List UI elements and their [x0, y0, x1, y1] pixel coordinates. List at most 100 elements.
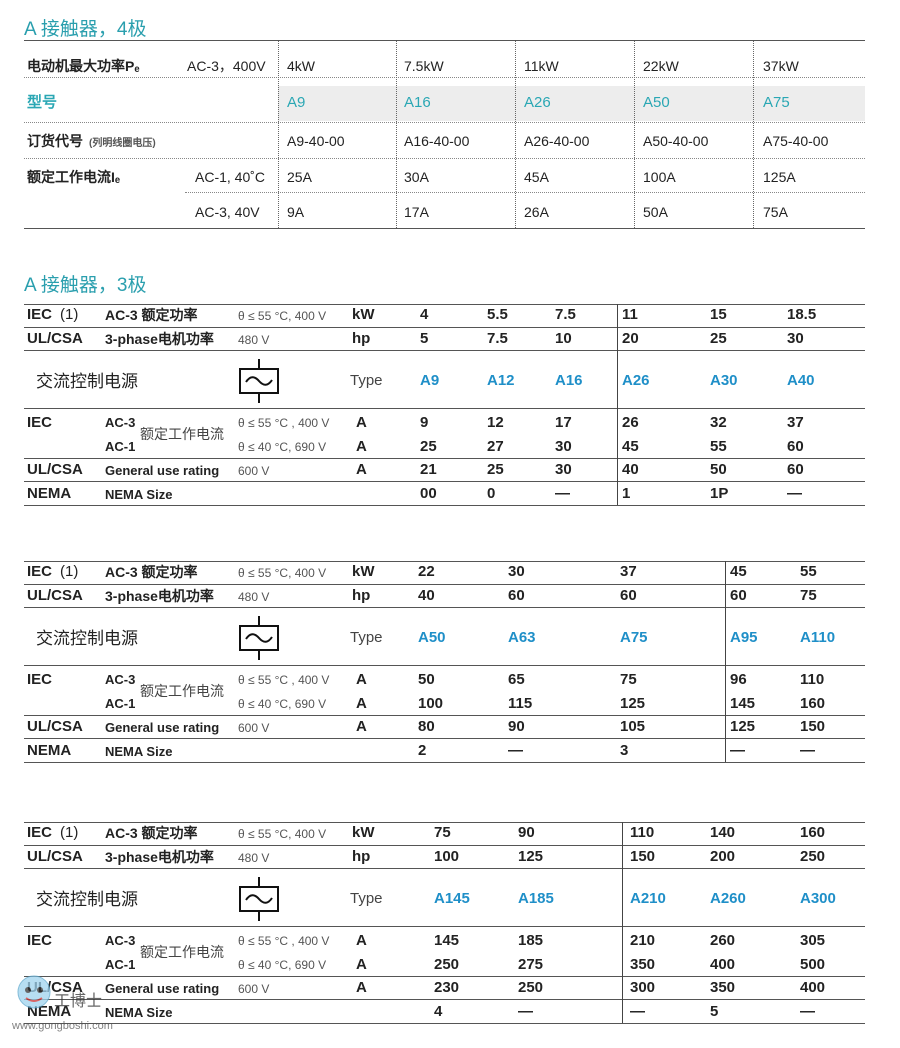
hp-value: 250 [800, 848, 826, 865]
nema-value: 4 [434, 1003, 443, 1020]
unit-a: A [356, 461, 367, 478]
ul-value: 150 [800, 718, 826, 735]
cell-value: A9 [287, 94, 306, 111]
divider [24, 458, 865, 459]
kw-value: 45 [730, 563, 747, 580]
ul-value: 230 [434, 979, 460, 996]
kw-value: 37 [620, 563, 637, 580]
hp-value: 20 [622, 330, 639, 347]
ac1-value: 500 [800, 956, 826, 973]
row-label: 型号 [27, 94, 58, 111]
ul-value: 350 [710, 979, 736, 996]
label-ac1: AC-1 [105, 696, 136, 711]
ac1-value: 45 [622, 438, 639, 455]
type-value: A26 [622, 372, 650, 389]
hp-value: 5 [420, 330, 429, 347]
ac-coil-symbol-icon [238, 616, 282, 665]
label-ac3-power: AC-3 额定功率 [105, 564, 198, 580]
type-value: A50 [418, 629, 446, 646]
row-condition: AC-1, 40˚C [195, 169, 266, 185]
row-label: 电动机最大功率Pₑ [27, 58, 140, 74]
ac-coil-symbol-icon [238, 877, 282, 926]
ul-value: 250 [518, 979, 544, 996]
condition: 600 V [238, 464, 270, 478]
unit-hp: hp [352, 330, 371, 347]
ul-value: 50 [710, 461, 727, 478]
group-separator [617, 304, 618, 505]
condition: θ ≤ 55 °C, 400 V [238, 566, 327, 580]
watermark-logo: 工博士 www.gongboshi.com [4, 970, 134, 1036]
label-ac3-power: AC-3 额定功率 [105, 307, 198, 323]
cell-value: A75-40-00 [763, 133, 829, 149]
divider [24, 999, 865, 1000]
highlight-row-bg [278, 86, 865, 121]
ac3-value: 9 [420, 414, 429, 431]
label-ac-control: 交流控制电源 [36, 629, 138, 648]
hp-value: 60 [730, 587, 747, 604]
label-ac3: AC-3 [105, 415, 136, 430]
kw-value: 7.5 [555, 306, 576, 323]
ac1-value: 30 [555, 438, 572, 455]
label-nema: NEMA [27, 742, 72, 759]
ac1-value: 115 [508, 695, 533, 712]
ul-value: 21 [420, 461, 437, 478]
divider [24, 738, 865, 739]
label-ac-control: 交流控制电源 [36, 890, 138, 909]
cell-value: A50-40-00 [643, 133, 709, 149]
kw-value: 4 [420, 306, 429, 323]
cell-value: 22kW [643, 58, 679, 74]
nema-value: — [508, 742, 523, 759]
unit-a: A [356, 438, 367, 455]
kw-value: 22 [418, 563, 435, 580]
unit-a: A [356, 932, 367, 949]
label-3-phase: 3-phase电机功率 [105, 588, 214, 604]
row-label: 额定工作电流Iₑ [27, 169, 121, 185]
ac1-value: 400 [710, 956, 736, 973]
ul-value: 400 [800, 979, 826, 996]
ul-value: 80 [418, 718, 435, 735]
unit-kw: kW [352, 824, 375, 841]
condition: 600 V [238, 982, 270, 996]
label-iec: IEC [27, 824, 53, 841]
ul-value: 30 [555, 461, 572, 478]
type-value: A260 [710, 890, 746, 907]
ac3-value: 32 [710, 414, 727, 431]
type-value: A185 [518, 890, 554, 907]
cell-value: 11kW [524, 58, 559, 74]
condition: θ ≤ 55 °C , 400 V [238, 416, 330, 430]
type-value: A145 [434, 890, 470, 907]
nema-value: 00 [420, 485, 437, 502]
cell-value: A50 [643, 94, 670, 111]
ac1-value: 275 [518, 956, 544, 973]
ul-value: 90 [508, 718, 525, 735]
label-ac3: AC-3 [105, 672, 136, 687]
kw-value: 15 [710, 306, 727, 323]
ac3-value: 26 [622, 414, 639, 431]
group-separator [622, 822, 623, 1023]
hp-value: 10 [555, 330, 572, 347]
cell-value: 26A [524, 204, 549, 220]
cell-value: 17A [404, 204, 429, 220]
condition: θ ≤ 40 °C, 690 V [238, 958, 327, 972]
condition: θ ≤ 40 °C, 690 V [238, 440, 327, 454]
ac1-value: 60 [787, 438, 804, 455]
nema-value: — [800, 742, 815, 759]
type-value: A95 [730, 629, 758, 646]
ac1-value: 100 [418, 695, 444, 712]
hp-value: 7.5 [487, 330, 508, 347]
label-type: Type [350, 629, 383, 646]
column-divider [515, 41, 516, 228]
cell-value: A26-40-00 [524, 133, 590, 149]
unit-a: A [356, 414, 367, 431]
unit-hp: hp [352, 848, 371, 865]
condition: θ ≤ 55 °C, 400 V [238, 309, 327, 323]
group-separator [725, 561, 726, 762]
divider [24, 926, 865, 927]
column-divider [753, 41, 754, 228]
label-rated-current: 额定工作电流 [140, 426, 224, 442]
label-footnote: (1) [60, 563, 79, 580]
ac3-value: 185 [518, 932, 544, 949]
divider [24, 327, 865, 328]
divider [24, 607, 865, 608]
ac1-value: 145 [730, 695, 756, 712]
